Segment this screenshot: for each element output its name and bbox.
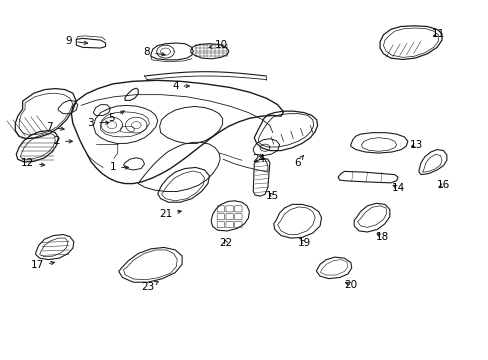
Text: 8: 8 bbox=[143, 47, 165, 57]
Text: 23: 23 bbox=[141, 282, 158, 292]
Text: 7: 7 bbox=[46, 122, 64, 132]
Text: 19: 19 bbox=[297, 238, 310, 248]
Text: 20: 20 bbox=[344, 280, 357, 290]
Text: 5: 5 bbox=[108, 111, 124, 123]
Text: 12: 12 bbox=[21, 158, 44, 168]
Text: 11: 11 bbox=[431, 30, 444, 39]
Text: 6: 6 bbox=[293, 156, 303, 168]
Text: 16: 16 bbox=[436, 180, 449, 190]
Text: 10: 10 bbox=[209, 40, 228, 50]
Text: 3: 3 bbox=[87, 118, 109, 128]
Text: 13: 13 bbox=[408, 140, 422, 150]
Text: 21: 21 bbox=[159, 209, 181, 219]
Text: 1: 1 bbox=[109, 162, 128, 172]
Text: 17: 17 bbox=[31, 260, 54, 270]
Text: 18: 18 bbox=[375, 232, 388, 242]
Text: 2: 2 bbox=[53, 136, 72, 146]
Text: 15: 15 bbox=[265, 191, 279, 201]
Text: 14: 14 bbox=[391, 183, 404, 193]
Text: 24: 24 bbox=[252, 154, 265, 164]
Text: 22: 22 bbox=[219, 238, 232, 248]
Text: 4: 4 bbox=[172, 81, 189, 91]
Text: 9: 9 bbox=[65, 36, 87, 46]
